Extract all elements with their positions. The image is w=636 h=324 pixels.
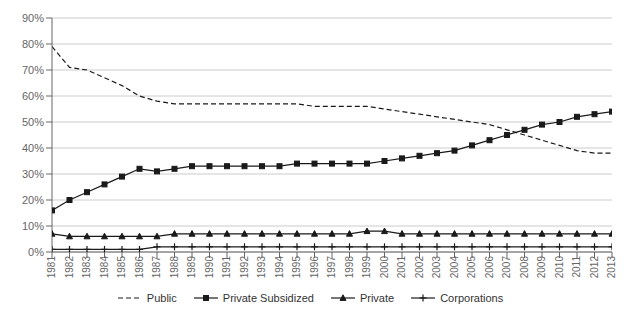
svg-text:2009: 2009 bbox=[536, 256, 547, 279]
svg-text:1989: 1989 bbox=[186, 256, 197, 279]
svg-text:1982: 1982 bbox=[64, 256, 75, 279]
html-text:Public: Public bbox=[146, 292, 177, 304]
svg-text:10%: 10% bbox=[22, 220, 44, 232]
svg-text:1984: 1984 bbox=[99, 256, 110, 279]
svg-text:1993: 1993 bbox=[256, 256, 267, 279]
svg-text:2001: 2001 bbox=[396, 256, 407, 279]
svg-text:1983: 1983 bbox=[81, 256, 92, 279]
svg-text:1981: 1981 bbox=[46, 256, 57, 279]
svg-text:20%: 20% bbox=[22, 194, 44, 206]
svg-text:2006: 2006 bbox=[484, 256, 495, 279]
svg-text:2011: 2011 bbox=[571, 256, 582, 278]
svg-text:1999: 1999 bbox=[361, 256, 372, 279]
svg-text:2000: 2000 bbox=[379, 256, 390, 279]
svg-text:1997: 1997 bbox=[326, 256, 337, 279]
svg-text:2005: 2005 bbox=[466, 256, 477, 279]
svg-text:70%: 70% bbox=[22, 64, 44, 76]
svg-text:90%: 90% bbox=[22, 12, 44, 24]
svg-text:2003: 2003 bbox=[431, 256, 442, 279]
svg-text:2002: 2002 bbox=[414, 256, 425, 279]
svg-text:60%: 60% bbox=[22, 90, 44, 102]
svg-text:2012: 2012 bbox=[589, 256, 600, 279]
svg-text:1995: 1995 bbox=[291, 256, 302, 279]
svg-text:1996: 1996 bbox=[309, 256, 320, 279]
svg-text:1998: 1998 bbox=[344, 256, 355, 279]
html-text:Corporations: Corporations bbox=[440, 292, 504, 304]
svg-text:1986: 1986 bbox=[134, 256, 145, 279]
svg-text:2013: 2013 bbox=[606, 256, 617, 279]
svg-text:0%: 0% bbox=[28, 246, 44, 258]
svg-text:1991: 1991 bbox=[221, 256, 232, 279]
svg-text:30%: 30% bbox=[22, 168, 44, 180]
svg-text:2007: 2007 bbox=[501, 256, 512, 279]
svg-text:1988: 1988 bbox=[169, 256, 180, 279]
svg-text:40%: 40% bbox=[22, 142, 44, 154]
svg-text:1985: 1985 bbox=[116, 256, 127, 279]
svg-text:1990: 1990 bbox=[204, 256, 215, 279]
svg-text:1992: 1992 bbox=[239, 256, 250, 279]
svg-text:50%: 50% bbox=[22, 116, 44, 128]
svg-text:2004: 2004 bbox=[449, 256, 460, 279]
svg-text:1987: 1987 bbox=[151, 256, 162, 279]
svg-text:2010: 2010 bbox=[554, 256, 565, 279]
svg-text:1994: 1994 bbox=[274, 256, 285, 279]
html-text:Private: Private bbox=[359, 292, 395, 304]
svg-text:80%: 80% bbox=[22, 38, 44, 50]
html-text:Private Subsidized: Private Subsidized bbox=[222, 292, 314, 304]
svg-text:2008: 2008 bbox=[519, 256, 530, 279]
